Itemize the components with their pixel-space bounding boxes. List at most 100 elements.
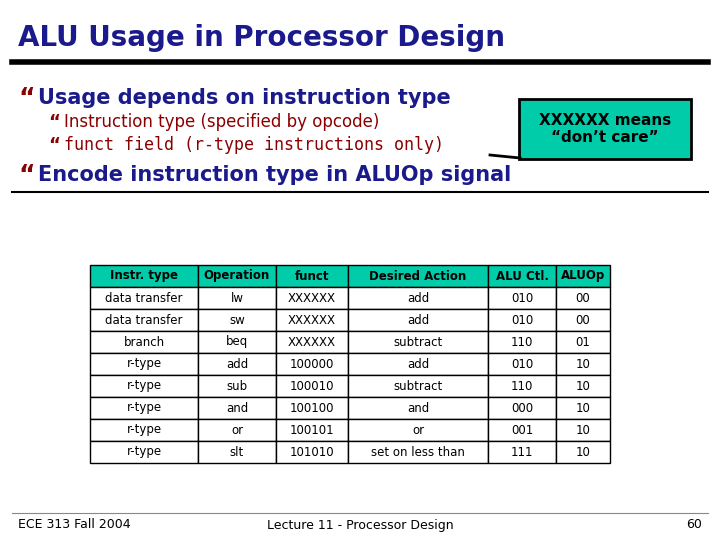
Text: subtract: subtract <box>393 335 443 348</box>
Bar <box>90 375 198 397</box>
Text: or: or <box>412 423 424 436</box>
Text: funct: funct <box>294 269 329 282</box>
Text: 010: 010 <box>511 314 533 327</box>
FancyBboxPatch shape <box>519 99 691 159</box>
Text: ALU Usage in Processor Design: ALU Usage in Processor Design <box>18 24 505 52</box>
Text: add: add <box>407 357 429 370</box>
Text: Instr. type: Instr. type <box>110 269 178 282</box>
Text: Operation: Operation <box>204 269 270 282</box>
Text: Lecture 11 - Processor Design: Lecture 11 - Processor Design <box>266 518 454 531</box>
Bar <box>90 441 198 463</box>
Text: and: and <box>226 402 248 415</box>
Text: 110: 110 <box>510 335 534 348</box>
Bar <box>348 287 488 309</box>
Text: “: “ <box>18 86 35 110</box>
Text: subtract: subtract <box>393 380 443 393</box>
Bar <box>276 441 348 463</box>
Text: Desired Action: Desired Action <box>369 269 467 282</box>
Text: 01: 01 <box>575 335 590 348</box>
Bar <box>348 331 488 353</box>
Text: 010: 010 <box>511 292 533 305</box>
Bar <box>276 375 348 397</box>
Bar <box>348 441 488 463</box>
Text: 10: 10 <box>575 423 590 436</box>
Text: set on less than: set on less than <box>371 446 465 458</box>
Text: XXXXXX: XXXXXX <box>288 335 336 348</box>
Text: 10: 10 <box>575 357 590 370</box>
Bar <box>198 287 276 309</box>
Text: r-type: r-type <box>127 402 161 415</box>
Bar <box>488 375 556 397</box>
Bar <box>90 419 198 441</box>
Bar <box>276 331 348 353</box>
Text: data transfer: data transfer <box>105 314 183 327</box>
Text: 010: 010 <box>511 357 533 370</box>
Text: add: add <box>407 314 429 327</box>
Text: XXXXXX means
“don’t care”: XXXXXX means “don’t care” <box>539 113 671 145</box>
Text: r-type: r-type <box>127 380 161 393</box>
Text: 100010: 100010 <box>289 380 334 393</box>
Text: 100000: 100000 <box>290 357 334 370</box>
Text: ECE 313 Fall 2004: ECE 313 Fall 2004 <box>18 518 130 531</box>
Text: or: or <box>231 423 243 436</box>
Text: slt: slt <box>230 446 244 458</box>
Text: 001: 001 <box>511 423 533 436</box>
Bar <box>198 331 276 353</box>
Text: 000: 000 <box>511 402 533 415</box>
Bar <box>488 441 556 463</box>
Bar <box>556 265 610 287</box>
Bar <box>90 287 198 309</box>
Text: 100101: 100101 <box>289 423 334 436</box>
Text: add: add <box>407 292 429 305</box>
Bar <box>348 309 488 331</box>
Text: branch: branch <box>123 335 165 348</box>
Text: “: “ <box>18 163 35 187</box>
Bar <box>556 375 610 397</box>
Text: XXXXXX: XXXXXX <box>288 292 336 305</box>
Text: “: “ <box>48 136 60 154</box>
Bar <box>556 353 610 375</box>
Bar <box>198 397 276 419</box>
Bar <box>90 397 198 419</box>
Text: sub: sub <box>226 380 248 393</box>
Text: and: and <box>407 402 429 415</box>
Bar <box>348 375 488 397</box>
Bar <box>198 441 276 463</box>
Bar <box>90 331 198 353</box>
Text: ALUOp: ALUOp <box>561 269 605 282</box>
Bar <box>90 265 198 287</box>
Bar <box>276 419 348 441</box>
Bar <box>488 331 556 353</box>
Bar <box>488 265 556 287</box>
Text: sw: sw <box>229 314 245 327</box>
Text: data transfer: data transfer <box>105 292 183 305</box>
Text: 110: 110 <box>510 380 534 393</box>
Bar <box>488 419 556 441</box>
Bar <box>556 309 610 331</box>
Bar <box>90 309 198 331</box>
Text: 10: 10 <box>575 446 590 458</box>
Text: 100100: 100100 <box>289 402 334 415</box>
Text: 00: 00 <box>575 314 590 327</box>
Text: 10: 10 <box>575 380 590 393</box>
Bar <box>348 265 488 287</box>
Bar <box>348 397 488 419</box>
Bar <box>488 309 556 331</box>
Text: XXXXXX: XXXXXX <box>288 314 336 327</box>
Bar <box>198 353 276 375</box>
Text: 60: 60 <box>686 518 702 531</box>
Text: lw: lw <box>230 292 243 305</box>
Bar <box>198 375 276 397</box>
Text: 10: 10 <box>575 402 590 415</box>
Text: r-type: r-type <box>127 446 161 458</box>
Text: “: “ <box>48 113 60 131</box>
Bar <box>198 309 276 331</box>
Bar <box>348 353 488 375</box>
Text: beq: beq <box>226 335 248 348</box>
Bar <box>198 419 276 441</box>
Bar <box>488 287 556 309</box>
Text: add: add <box>226 357 248 370</box>
Text: ALU Ctl.: ALU Ctl. <box>495 269 549 282</box>
Text: r-type: r-type <box>127 357 161 370</box>
Bar <box>90 353 198 375</box>
